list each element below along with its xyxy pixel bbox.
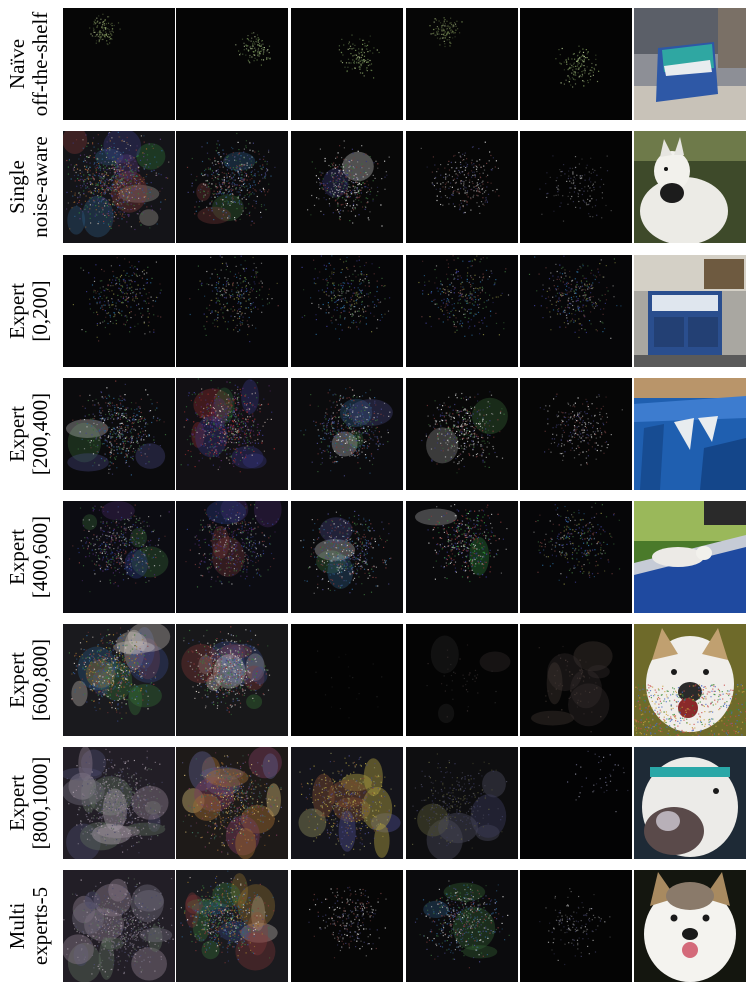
attribution-map xyxy=(63,870,175,982)
row-label-line2: [600,800] xyxy=(28,638,52,722)
attribution-map xyxy=(520,255,632,367)
attribution-map xyxy=(63,8,175,120)
attribution-map xyxy=(63,747,175,859)
row-label-line1: Single xyxy=(5,160,29,214)
figure-row: Expert [200,400] xyxy=(0,378,752,490)
figure-row: Expert [400,600] xyxy=(0,501,752,613)
row-label: Expert [400,600] xyxy=(0,501,58,613)
attribution-map xyxy=(63,624,175,736)
attribution-map xyxy=(520,501,632,613)
row-label: Expert [600,800] xyxy=(0,624,58,736)
figure-row: Expert [800,1000] xyxy=(0,747,752,859)
figure-row: Multi experts-5 xyxy=(0,870,752,982)
row-label-line1: Expert xyxy=(5,652,29,708)
attribution-map xyxy=(291,501,403,613)
attribution-map xyxy=(291,378,403,490)
row-label: Expert [800,1000] xyxy=(0,747,58,859)
attribution-map xyxy=(406,8,518,120)
row-label-line2: [200,400] xyxy=(28,392,52,476)
figure-row: Expert [0,200] xyxy=(0,255,752,367)
row-label-line1: Expert xyxy=(5,775,29,831)
attribution-map xyxy=(520,747,632,859)
attribution-map xyxy=(63,378,175,490)
input-photo xyxy=(634,378,746,490)
attribution-map xyxy=(406,255,518,367)
attribution-map xyxy=(291,8,403,120)
attribution-map xyxy=(520,378,632,490)
row-label: Multi experts-5 xyxy=(0,870,58,982)
attribution-map xyxy=(176,255,288,367)
row-label: Expert [200,400] xyxy=(0,378,58,490)
row-label-line1: Naïve xyxy=(5,38,29,90)
attribution-map xyxy=(406,501,518,613)
attribution-map xyxy=(63,255,175,367)
attribution-map xyxy=(176,624,288,736)
attribution-map xyxy=(291,131,403,243)
attribution-map xyxy=(406,131,518,243)
row-label-line1: Expert xyxy=(5,529,29,585)
input-photo xyxy=(634,131,746,243)
row-label: Naïve off-the-shelf xyxy=(0,8,58,120)
attribution-map xyxy=(520,624,632,736)
attribution-map xyxy=(291,747,403,859)
attribution-map xyxy=(63,501,175,613)
input-photo xyxy=(634,870,746,982)
attribution-map xyxy=(291,255,403,367)
attribution-map xyxy=(406,870,518,982)
attribution-map xyxy=(176,378,288,490)
input-photo xyxy=(634,501,746,613)
figure-row: Naïve off-the-shelf xyxy=(0,8,752,120)
attribution-map xyxy=(291,870,403,982)
figure-row: Single noise-aware xyxy=(0,131,752,243)
input-photo xyxy=(634,747,746,859)
input-photo xyxy=(634,8,746,120)
attribution-map xyxy=(520,8,632,120)
attribution-map xyxy=(176,131,288,243)
row-label-line1: Multi xyxy=(5,902,29,950)
row-label-line2: [400,600] xyxy=(28,515,52,599)
row-label: Single noise-aware xyxy=(0,131,58,243)
figure-row: Expert [600,800] xyxy=(0,624,752,736)
attribution-map xyxy=(176,870,288,982)
attribution-map xyxy=(63,131,175,243)
attribution-map xyxy=(406,378,518,490)
row-label-line2: noise-aware xyxy=(28,136,52,238)
input-photo xyxy=(634,255,746,367)
input-photo xyxy=(634,624,746,736)
attribution-map xyxy=(176,501,288,613)
row-label-line2: off-the-shelf xyxy=(28,11,52,117)
attribution-map xyxy=(520,131,632,243)
row-label-line2: [0,200] xyxy=(28,280,52,342)
attribution-map xyxy=(176,747,288,859)
row-label-line1: Expert xyxy=(5,283,29,339)
attribution-map xyxy=(520,870,632,982)
attribution-map xyxy=(291,624,403,736)
row-label: Expert [0,200] xyxy=(0,255,58,367)
row-label-line1: Expert xyxy=(5,406,29,462)
attribution-map xyxy=(176,8,288,120)
attribution-map xyxy=(406,747,518,859)
attribution-map xyxy=(406,624,518,736)
row-label-line2: experts-5 xyxy=(28,886,52,966)
row-label-line2: [800,1000] xyxy=(28,756,52,850)
